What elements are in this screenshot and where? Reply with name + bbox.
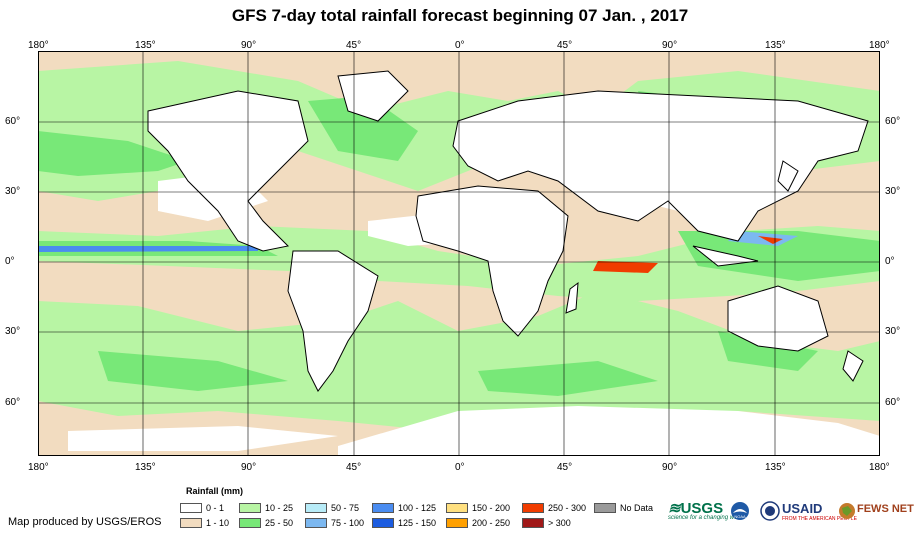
fews-net-logo: FEWS NET <box>857 503 914 515</box>
lon-tick-bottom: 180° <box>869 462 890 473</box>
legend-item: 10 - 25 <box>239 502 293 513</box>
lon-tick-top: 45° <box>557 40 573 51</box>
legend-label: 125 - 150 <box>398 517 437 528</box>
legend-swatch <box>446 517 468 528</box>
legend-swatch <box>522 502 544 513</box>
legend-item: 250 - 300 <box>522 502 586 513</box>
lon-tick-top: 90° <box>662 40 678 51</box>
legend-item: No Data <box>594 502 653 513</box>
legend-label: 25 - 50 <box>265 517 294 528</box>
japan-land <box>777 160 799 192</box>
lon-tick-bottom: 90° <box>662 462 678 473</box>
lon-tick-top: 90° <box>241 40 257 51</box>
graticule <box>38 51 880 456</box>
noaa-logo-text: NOAA <box>734 514 746 519</box>
legend-label: 1 - 10 <box>206 517 230 528</box>
map-title: GFS 7-day total rainfall forecast beginn… <box>231 6 689 25</box>
legend-label: 10 - 25 <box>265 502 294 513</box>
indonesia-land <box>692 245 759 267</box>
legend-item: 200 - 250 <box>446 517 510 528</box>
lon-tick-top: 0° <box>455 40 465 51</box>
legend-item: 1 - 10 <box>180 517 229 528</box>
legend-item: 75 - 100 <box>305 517 364 528</box>
usgs-tagline: science for a changing world <box>668 515 745 521</box>
africa-land <box>415 185 569 337</box>
legend-item: > 300 <box>522 517 571 528</box>
legend-label: 50 - 75 <box>331 502 360 513</box>
south-america-land <box>287 250 379 392</box>
legend-swatch <box>305 517 327 528</box>
lon-tick-top: 45° <box>346 40 362 51</box>
legend-swatch <box>239 502 261 513</box>
usaid-tagline: FROM THE AMERICAN PEOPLE <box>782 516 857 522</box>
lat-tick-left: 60° <box>5 397 21 408</box>
lon-tick-top: 180° <box>28 40 49 51</box>
legend-label: 75 - 100 <box>331 517 365 528</box>
legend-swatch <box>305 502 327 513</box>
usgs-logo: ≋USGS science for a changing world <box>668 500 745 521</box>
legend-title: Rainfall (mm) <box>186 486 244 496</box>
legend-label: 0 - 1 <box>206 502 225 513</box>
legend-swatch <box>239 517 261 528</box>
lon-tick-bottom: 90° <box>241 462 257 473</box>
usaid-logo: USAID FROM THE AMERICAN PEOPLE <box>782 501 857 522</box>
legend-swatch <box>446 502 468 513</box>
usaid-seal-icon <box>760 501 780 521</box>
legend-item: 50 - 75 <box>305 502 359 513</box>
lat-tick-right: 0° <box>885 256 895 267</box>
lat-tick-left: 60° <box>5 116 21 127</box>
lat-tick-right: 30° <box>885 326 901 337</box>
lat-tick-right: 60° <box>885 116 901 127</box>
land-masses <box>147 70 869 392</box>
legend-swatch <box>180 517 202 528</box>
legend-item: 100 - 125 <box>372 502 436 513</box>
greenland-land <box>337 70 409 122</box>
lat-tick-right: 60° <box>885 397 901 408</box>
legend-swatch <box>594 502 616 513</box>
legend-label: > 300 <box>548 517 571 528</box>
lon-tick-bottom: 45° <box>346 462 362 473</box>
lat-tick-left: 0° <box>5 256 15 267</box>
lon-tick-bottom: 135° <box>765 462 786 473</box>
eurasia-land <box>452 90 869 242</box>
credit-text: Map produced by USGS/EROS <box>8 516 162 528</box>
legend-item: 150 - 200 <box>446 502 510 513</box>
legend-swatch <box>522 517 544 528</box>
lon-tick-top: 180° <box>869 40 890 51</box>
noaa-logo-icon: NOAA <box>731 502 749 520</box>
lon-tick-top: 135° <box>765 40 786 51</box>
legend-label: 100 - 125 <box>398 502 437 513</box>
lon-tick-bottom: 0° <box>455 462 465 473</box>
lat-tick-left: 30° <box>5 186 21 197</box>
new-zealand-land <box>842 350 864 382</box>
lon-tick-top: 135° <box>135 40 156 51</box>
legend-label: 150 - 200 <box>472 502 511 513</box>
australia-land <box>727 285 829 352</box>
map-frame <box>38 51 880 456</box>
legend-item: 25 - 50 <box>239 517 293 528</box>
legend-item: 0 - 1 <box>180 502 224 513</box>
legend-item: 125 - 150 <box>372 517 436 528</box>
legend-swatch <box>180 502 202 513</box>
legend-swatch <box>372 502 394 513</box>
usaid-logo-text: USAID <box>782 501 823 516</box>
legend-label: No Data <box>620 502 654 513</box>
lon-tick-bottom: 135° <box>135 462 156 473</box>
lat-tick-right: 30° <box>885 186 901 197</box>
legend-label: 200 - 250 <box>472 517 511 528</box>
legend-swatch <box>372 517 394 528</box>
north-america-land <box>147 90 309 252</box>
rainfall-map[interactable] <box>38 51 880 456</box>
madagascar-land <box>565 281 579 314</box>
legend-label: 250 - 300 <box>548 502 587 513</box>
usgs-logo-text: USGS <box>680 500 724 517</box>
lon-tick-bottom: 180° <box>28 462 49 473</box>
lon-tick-bottom: 45° <box>557 462 573 473</box>
fews-globe-icon <box>839 503 855 519</box>
lat-tick-left: 30° <box>5 326 21 337</box>
